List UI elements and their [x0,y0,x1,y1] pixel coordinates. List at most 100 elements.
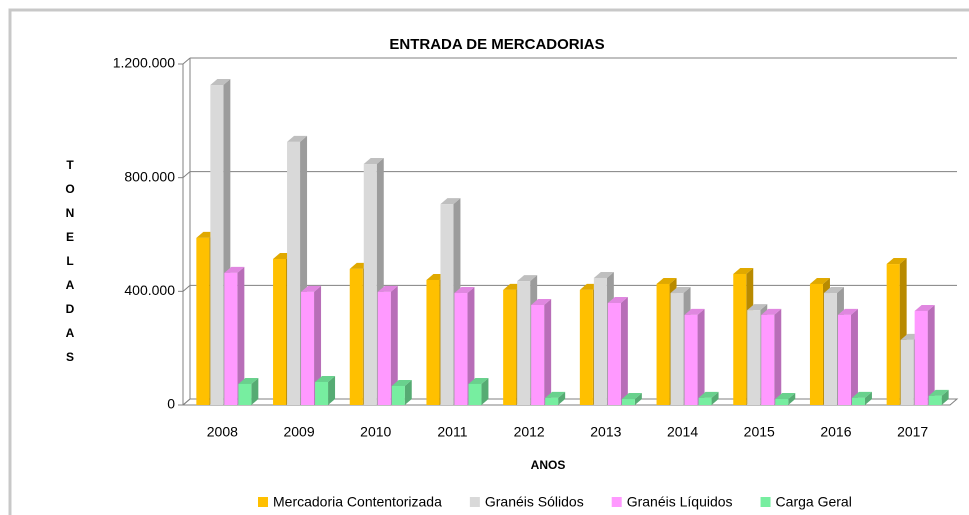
bar [698,397,712,405]
legend-label: Carga Geral [776,494,852,510]
bar-side [481,377,489,405]
bar [851,397,865,405]
x-tick-label: 2016 [820,424,851,440]
bar-top [210,79,231,86]
y-axis-label: TONELADAS [63,158,77,374]
bar [900,339,914,405]
legend-label: Mercadoria Contentorizada [273,494,442,510]
x-tick-label: 2012 [514,424,545,440]
bar-side [711,391,719,405]
bar [349,268,363,405]
bar [196,237,210,405]
bar-side [620,296,628,405]
bar [761,314,775,405]
bar-side [634,393,642,405]
bar-side [774,308,782,405]
y-tick-label: 400.000 [124,282,175,298]
x-axis-label: ANOS [531,458,566,472]
grid-line [182,284,191,292]
bar [287,141,301,405]
legend-swatch [760,497,771,507]
bar [224,272,238,405]
bar-side [697,308,705,405]
bar-top [391,379,412,386]
bar [914,310,928,405]
bar [377,291,391,405]
bar [210,85,224,406]
bar [928,395,942,405]
bar-top [607,296,628,303]
bar-top [440,198,461,205]
bar [545,397,559,405]
x-tick-label: 2010 [360,424,391,440]
chart-title: ENTRADA DE MERCADORIAS [389,36,604,53]
bar-top [468,377,489,384]
bar [607,302,621,405]
y-tick-label: 800.000 [124,168,175,184]
bar [579,289,593,405]
bar-top [315,375,336,382]
bar-top [928,389,949,396]
bar-side [328,375,336,405]
x-tick-label: 2009 [283,424,314,440]
y-tick-label: 0 [167,396,175,412]
bar [656,283,670,405]
bar [886,264,900,405]
bar-top [809,277,830,284]
bar-side [251,377,259,405]
bar [315,381,329,405]
bar [670,293,684,405]
bar-top [656,277,677,284]
bar-top [224,266,245,273]
bar-top [775,393,796,400]
y-tick-label: 1.200.000 [113,55,175,71]
bar-top [301,285,322,292]
bar [363,164,377,405]
bar [517,281,531,405]
bar-side [788,393,796,405]
bar [273,258,287,405]
legend-label: Granéis Líquidos [627,494,733,510]
bar-side [544,298,552,405]
bar-top [698,391,719,398]
bar [733,273,747,405]
bar [426,279,440,405]
x-tick-label: 2013 [590,424,621,440]
bar-top [531,298,552,305]
grid-line [182,171,191,179]
x-tick-label: 2011 [437,424,467,440]
bar [238,383,252,405]
legend-label: Granéis Sólidos [485,494,584,510]
bar-side [864,391,872,405]
bar [468,383,482,405]
bar-top [621,393,642,400]
bar [440,204,454,405]
bar-top [684,308,705,315]
x-tick-label: 2017 [897,424,928,440]
bar [531,304,545,405]
bar-side [850,308,858,405]
legend-swatch [469,497,480,507]
bar-top [823,287,844,294]
bar [391,385,405,405]
bar-side [467,287,475,405]
bar [837,314,851,405]
bar-side [237,266,245,405]
bar-top [914,304,935,311]
bar [809,283,823,405]
bar-side [390,285,398,405]
bar-side [558,391,566,405]
bar-top [747,304,768,311]
bar-side [941,389,949,405]
bar-top [837,308,858,315]
bar-side [404,379,412,405]
bar-top [545,391,566,398]
bar-top [377,285,398,292]
bar-top [761,308,782,315]
bar [301,291,315,405]
bar [621,399,635,405]
bar-side [927,304,935,405]
bar [684,314,698,405]
